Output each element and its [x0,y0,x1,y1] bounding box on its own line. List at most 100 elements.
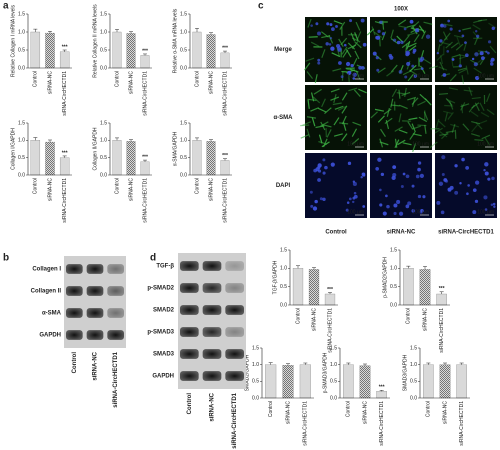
nucleus [386,204,390,209]
blot-band [86,286,104,296]
nucleus [353,191,357,195]
fiber [444,112,448,122]
nucleus [474,52,479,57]
blot-band [180,305,199,315]
fiber [435,118,440,128]
fiber [401,91,411,96]
fiber [451,53,461,58]
nucleus [472,188,477,193]
fiber [310,92,315,102]
nucleus [419,173,424,178]
blot-band [225,305,244,315]
blot-band [66,264,83,274]
scale-bar-label: 100 μm [477,141,494,147]
fiber [355,21,361,31]
nucleus [467,184,470,187]
fiber [443,23,453,27]
nucleus [412,48,417,53]
y-tick-label: 1.0 [180,29,187,35]
fiber [462,27,472,31]
y-tick-label: 0.5 [180,47,187,53]
fiber [412,143,417,153]
y-tick-label: 0.0 [180,65,187,71]
nucleus [372,51,377,56]
blot-band [180,371,199,381]
y-tick-label: 1.0 [280,266,287,272]
fiber [463,89,473,92]
nucleus [439,39,443,43]
fiber [321,98,326,108]
significance-label: *** [142,48,148,54]
blot-band [86,264,104,274]
nucleus [330,46,335,51]
nucleus [406,61,411,67]
fiber [403,34,410,43]
blot-band [180,349,199,359]
fiber [434,127,443,134]
fiber [338,38,344,48]
fiber [480,111,490,118]
x-tick-label: Control [426,401,432,417]
fiber [390,98,394,108]
fiber [310,107,319,112]
fiber [474,102,480,112]
fiber [370,111,378,119]
scale-bar-label: 100 μm [347,209,364,215]
x-tick-label: siRNA-CircHECTD1 [62,71,68,116]
significance-label: *** [222,153,228,159]
fiber [379,141,389,146]
bar [112,140,122,176]
blot-column-label: Control [187,393,193,415]
nucleus [417,194,422,199]
fiber [409,131,416,140]
nucleus [382,211,387,216]
nucleus [360,65,365,70]
y-tick-label: 1.5 [18,120,25,126]
nucleus [377,29,381,34]
fiber [407,42,417,48]
nucleus [376,68,380,72]
nucleus [319,197,323,201]
blot-band [107,264,124,274]
nucleus [472,210,477,215]
bar-hatch [206,141,216,175]
nucleus [385,194,388,198]
fiber [321,35,331,39]
nucleus [360,18,365,23]
x-tick-label: siRNA-CircHECTD1 [222,71,228,116]
nucleus [375,35,379,40]
blot-row-label: SMAD3 [153,352,175,358]
nucleus [446,50,450,53]
blot-band [107,308,124,318]
nucleus [347,70,352,75]
fiber [306,71,314,79]
nucleus [490,203,494,206]
nucleus [317,31,322,36]
fiber [449,74,457,82]
blot-row-label: α-SMA [42,311,62,317]
fiber [473,19,483,24]
fiber [385,120,390,130]
x-tick-label: siRNA-CircHECTD1 [459,401,465,446]
fiber [438,92,449,95]
nucleus [329,36,333,40]
row-label: Merge [274,47,292,53]
significance-label: *** [222,45,228,51]
scale-bar-label: 100 μm [412,141,429,147]
nucleus [400,40,404,45]
fiber [350,32,356,42]
nucleus [309,190,313,194]
blot-row-label: GAPDH [152,374,174,380]
nucleus [317,178,321,182]
fiber [423,111,429,121]
fiber [471,96,481,100]
fiber [478,19,488,22]
nucleus [352,200,355,204]
fiber [439,133,449,136]
x-tick-label: siRNA-NC [362,401,368,424]
nucleus [493,205,496,209]
y-tick-label: 0.5 [100,47,107,53]
x-tick-label: Control [114,71,120,87]
nucleus [454,164,458,168]
nucleus [487,177,491,181]
